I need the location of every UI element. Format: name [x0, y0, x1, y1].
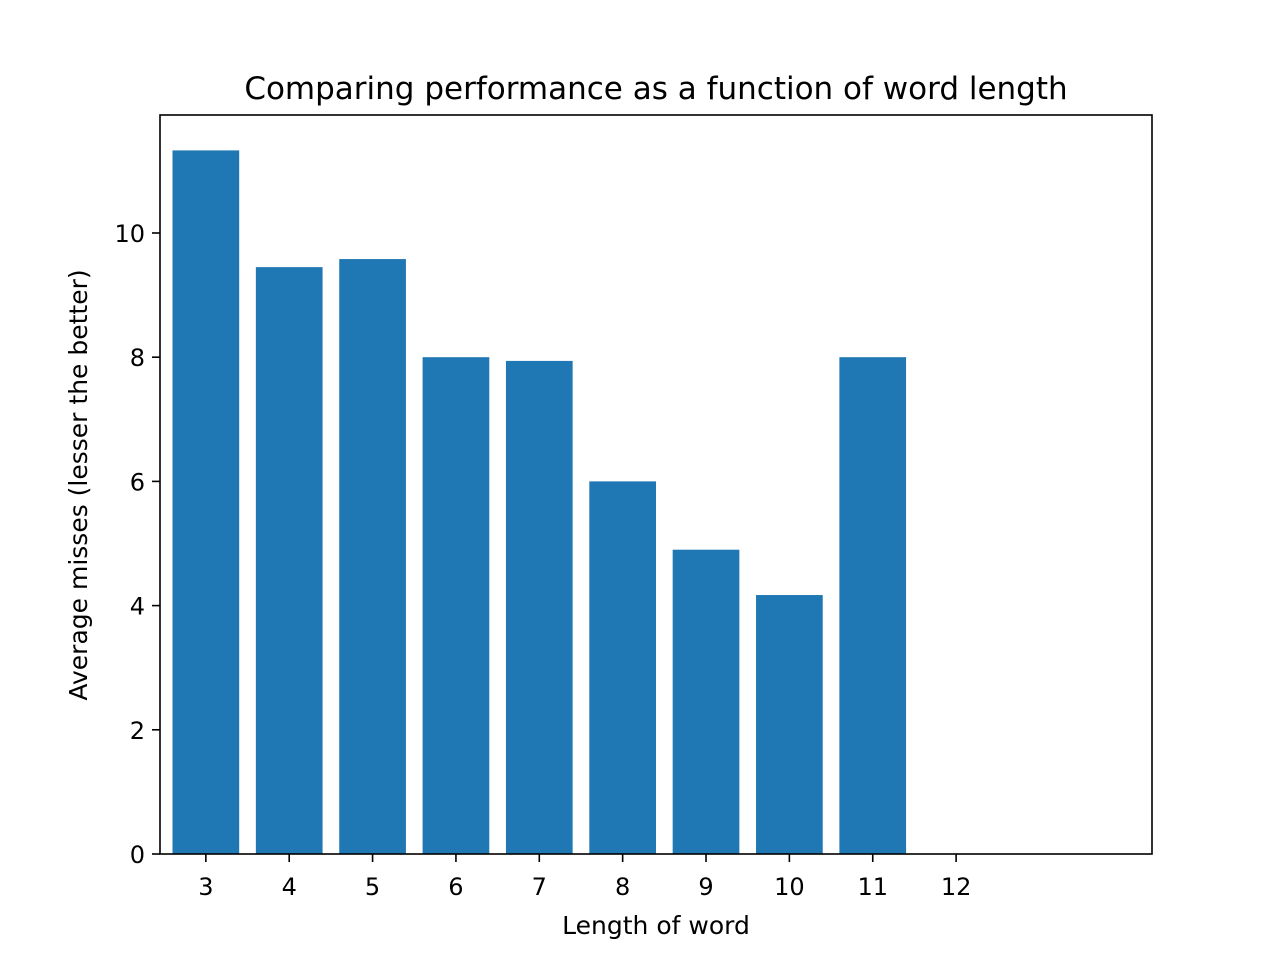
y-axis-label: Average misses (lesser the better)	[64, 269, 93, 700]
bar-5	[339, 259, 406, 854]
x-tick-label: 7	[532, 873, 547, 901]
bar-4	[255, 267, 323, 854]
y-tick-label: 8	[130, 344, 145, 372]
y-tick-label: 4	[130, 593, 145, 621]
y-tick-label: 10	[114, 220, 145, 248]
bar-6	[422, 357, 490, 854]
x-tick-label: 10	[774, 873, 805, 901]
x-tick-label: 9	[698, 873, 713, 901]
x-axis-label: Length of word	[562, 911, 750, 940]
x-tick-label: 6	[448, 873, 463, 901]
x-tick-label: 11	[857, 873, 888, 901]
y-tick-label: 6	[130, 468, 145, 496]
x-tick-label: 3	[198, 873, 213, 901]
chart-title: Comparing performance as a function of w…	[244, 71, 1067, 107]
x-tick-label: 12	[941, 873, 972, 901]
x-tick-label: 8	[615, 873, 630, 901]
bars-group	[172, 150, 907, 855]
plot-area-frame	[159, 114, 1153, 855]
bar-10	[756, 595, 823, 854]
y-tick-label: 2	[130, 717, 145, 745]
x-tick-label: 5	[365, 873, 380, 901]
y-axis-ticks: 0 2 4 6 8 10	[114, 220, 160, 869]
bar-9	[672, 549, 740, 854]
bar-8	[589, 481, 656, 854]
bar-11	[839, 357, 907, 854]
bar-3	[172, 150, 240, 855]
x-tick-label: 4	[282, 873, 297, 901]
y-tick-label: 0	[130, 841, 145, 869]
bar-7	[505, 360, 573, 854]
x-axis-ticks: 3 4 5 6 7 8 9 10 11 12	[198, 854, 971, 901]
